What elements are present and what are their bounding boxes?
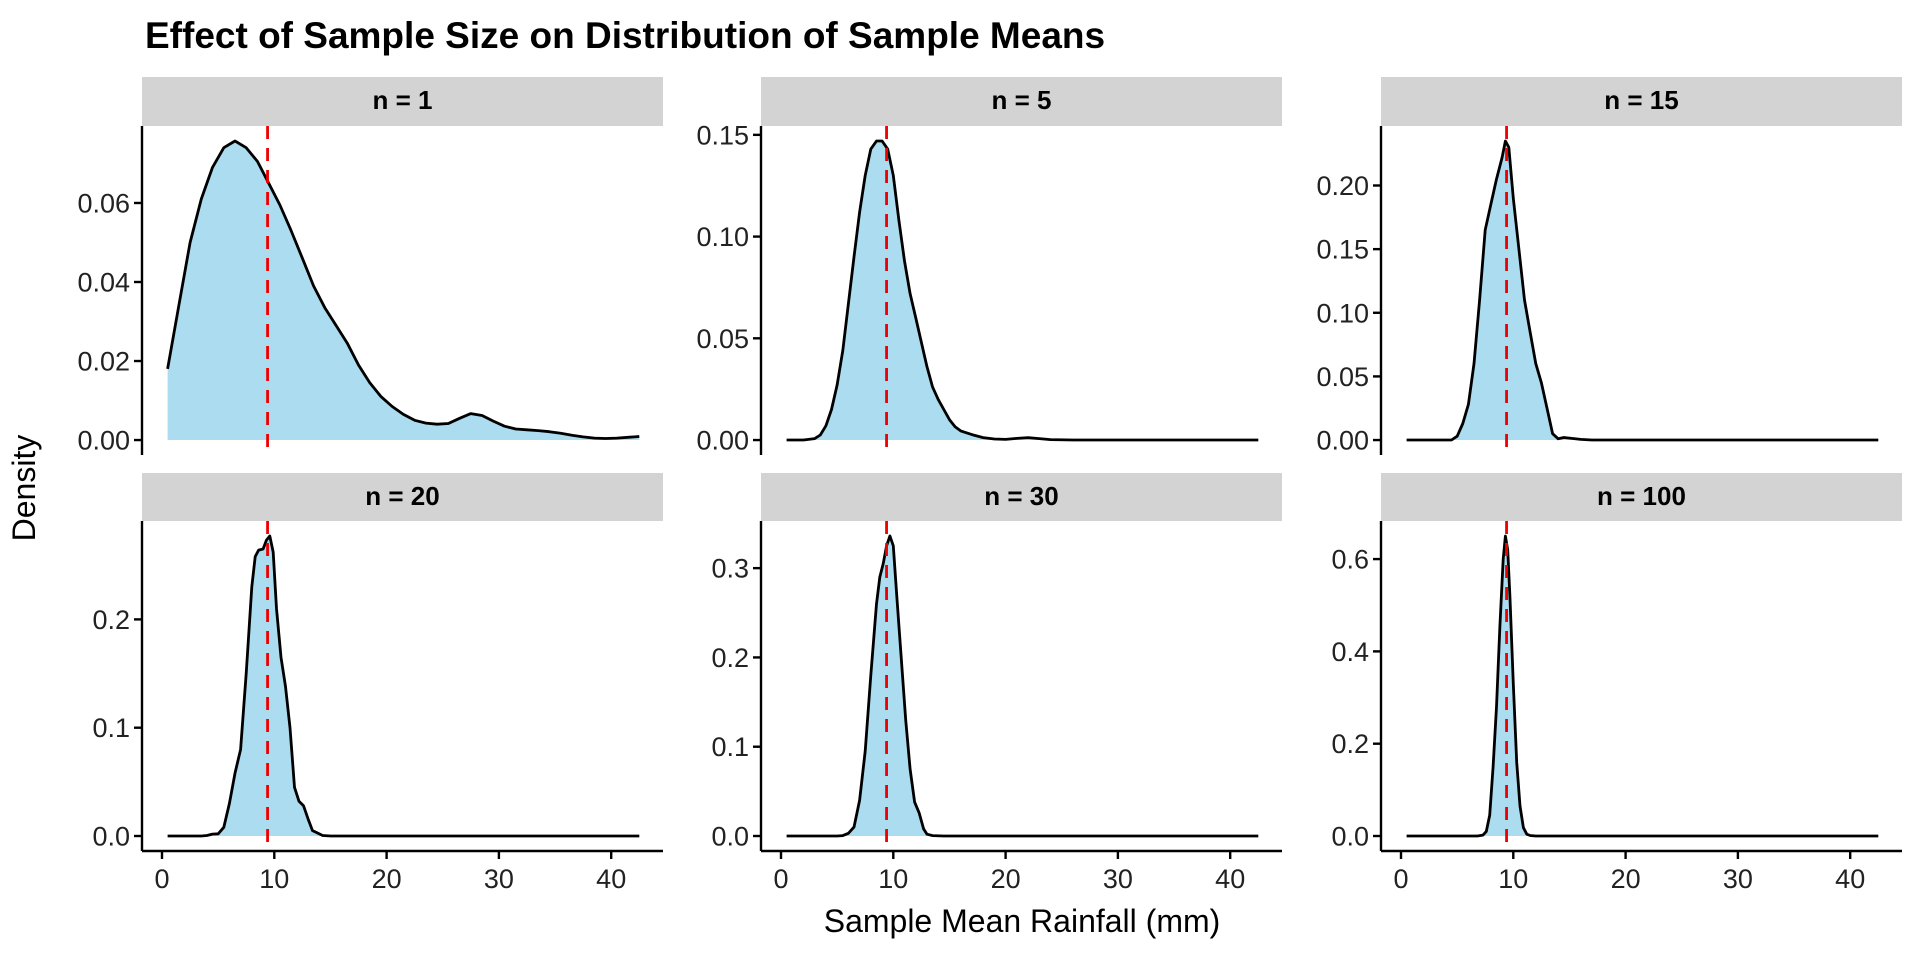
y-tick-label: 0.6 [1331, 545, 1369, 575]
y-tick-label: 0.15 [696, 120, 749, 150]
facet-panel-30: n = 30 0.0 0.1 0.2 0.3 0 10 20 30 40 [711, 473, 1282, 894]
facet-strip [142, 77, 663, 126]
y-tick-label: 0.20 [1316, 171, 1369, 201]
x-tick-label: 40 [1215, 864, 1245, 894]
facet-strip-label: n = 20 [365, 481, 439, 511]
y-tick-label: 0.10 [1316, 298, 1369, 328]
y-tick-label: 0.2 [92, 605, 130, 635]
density-curve [167, 534, 640, 838]
facet-strip [1381, 473, 1902, 521]
x-tick-label: 40 [596, 864, 626, 894]
density-curve [786, 534, 1259, 838]
y-tick-label: 0.10 [696, 222, 749, 252]
x-tick-label: 20 [372, 864, 402, 894]
density-area [1406, 536, 1879, 836]
y-tick-label: 0.05 [1316, 362, 1369, 392]
y-tick-label: 0.00 [696, 426, 749, 456]
density-curve [1406, 534, 1879, 838]
facet-strip-label: n = 30 [984, 481, 1058, 511]
y-tick-label: 0.00 [1316, 426, 1369, 456]
y-axis-title: Density [6, 435, 42, 542]
x-tick-label: 20 [991, 864, 1021, 894]
y-tick-label: 0.06 [77, 188, 130, 218]
density-curve [1406, 139, 1879, 442]
y-tick-label: 0.02 [77, 347, 130, 377]
facet-panels: n = 10.000.020.040.06n = 50.000.050.100.… [77, 77, 1902, 894]
facet-strip-label: n = 1 [373, 85, 433, 115]
facet-strip [1381, 77, 1902, 126]
y-tick-label: 0.0 [1331, 822, 1369, 852]
facet-strip-label: n = 100 [1597, 481, 1686, 511]
x-tick-label: 10 [878, 864, 908, 894]
y-tick-label: 0.2 [711, 643, 749, 673]
x-tick-label: 30 [484, 864, 514, 894]
facet-strip [761, 77, 1282, 126]
facet-panel-20: n = 20 0.0 0.1 0.2 0 10 20 30 40 [92, 473, 663, 894]
y-tick-label: 0.04 [77, 268, 130, 298]
density-area [1406, 141, 1879, 440]
chart-title: Effect of Sample Size on Distribution of… [145, 15, 1105, 56]
x-tick-label: 0 [154, 864, 169, 894]
y-tick-label: 0.1 [711, 732, 749, 762]
density-area [167, 141, 640, 440]
y-tick-label: 0.15 [1316, 235, 1369, 265]
y-tick-label: 0.00 [77, 426, 130, 456]
density-area [786, 536, 1259, 836]
density-curve [166, 139, 640, 440]
y-tick-label: 0.0 [92, 822, 130, 852]
x-tick-label: 0 [773, 864, 788, 894]
y-tick-label: 0.2 [1331, 729, 1369, 759]
y-tick-label: 0.3 [711, 554, 749, 584]
y-tick-label: 0.0 [711, 822, 749, 852]
x-tick-label: 10 [259, 864, 289, 894]
x-tick-label: 20 [1611, 864, 1641, 894]
facet-strip [142, 473, 663, 521]
facet-strip-label: n = 5 [992, 85, 1052, 115]
facet-panel-15: n = 15 0.00 0.05 0.10 0.15 0.20 [1316, 77, 1902, 456]
facet-strip-label: n = 15 [1604, 85, 1678, 115]
x-tick-label: 0 [1393, 864, 1408, 894]
x-tick-label: 40 [1835, 864, 1865, 894]
y-tick-label: 0.4 [1331, 637, 1369, 667]
density-area [786, 141, 1259, 440]
density-area [167, 536, 640, 836]
y-tick-label: 0.05 [696, 324, 749, 354]
facet-panel-5: n = 5 0.00 0.05 0.10 0.15 [696, 77, 1282, 456]
y-tick-label: 0.1 [92, 713, 130, 743]
x-tick-label: 30 [1723, 864, 1753, 894]
facet-panel-1: n = 1 0.00 0.02 0.04 0.06 [77, 77, 663, 456]
facet-panel-100: n = 100 0.0 0.2 0.4 0.6 0 10 20 30 40 [1331, 473, 1902, 894]
x-tick-label: 30 [1103, 864, 1133, 894]
facet-strip [761, 473, 1282, 521]
density-curve [786, 139, 1259, 442]
x-axis-title: Sample Mean Rainfall (mm) [824, 903, 1221, 939]
x-tick-label: 10 [1498, 864, 1528, 894]
